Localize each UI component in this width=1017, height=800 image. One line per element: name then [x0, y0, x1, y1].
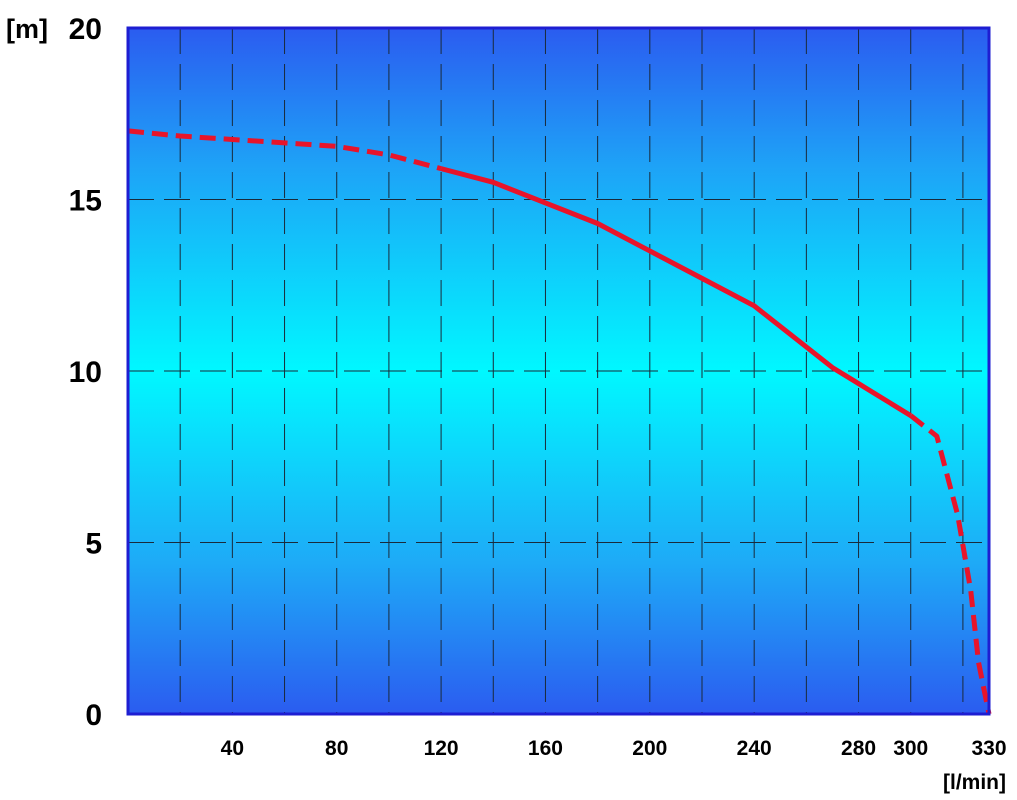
- x-tick-label: 120: [424, 737, 459, 760]
- y-tick-label: 0: [85, 699, 102, 732]
- x-tick-label: 330: [971, 737, 1006, 760]
- x-tick-label: 40: [221, 737, 244, 760]
- y-tick-label: 15: [69, 185, 102, 218]
- plot-frame: [126, 26, 991, 716]
- plot-area: [128, 28, 989, 714]
- x-tick-label: 300: [893, 737, 928, 760]
- y-tick-label: 10: [69, 356, 102, 389]
- x-axis-unit: [l/min]: [943, 771, 1006, 794]
- curve-segment-solid: [440, 166, 913, 418]
- y-tick-labels: 0 5 10 15 20: [69, 13, 102, 732]
- x-tick-label: 200: [632, 737, 667, 760]
- x-tick-label: 80: [325, 737, 348, 760]
- y-tick-label: 20: [69, 13, 102, 46]
- curve-segment-dashed: [127, 128, 442, 172]
- y-tick-label: 5: [85, 528, 102, 561]
- x-tick-label: 160: [528, 737, 563, 760]
- x-tick-label: 280: [841, 737, 876, 760]
- y-axis-unit: [m]: [6, 14, 48, 44]
- curve-segment-dashed: [909, 413, 992, 715]
- x-tick-labels: 40 80 120 160 200 240 280 300 330: [221, 737, 1007, 760]
- curve: [127, 128, 992, 715]
- x-tick-label: 240: [737, 737, 772, 760]
